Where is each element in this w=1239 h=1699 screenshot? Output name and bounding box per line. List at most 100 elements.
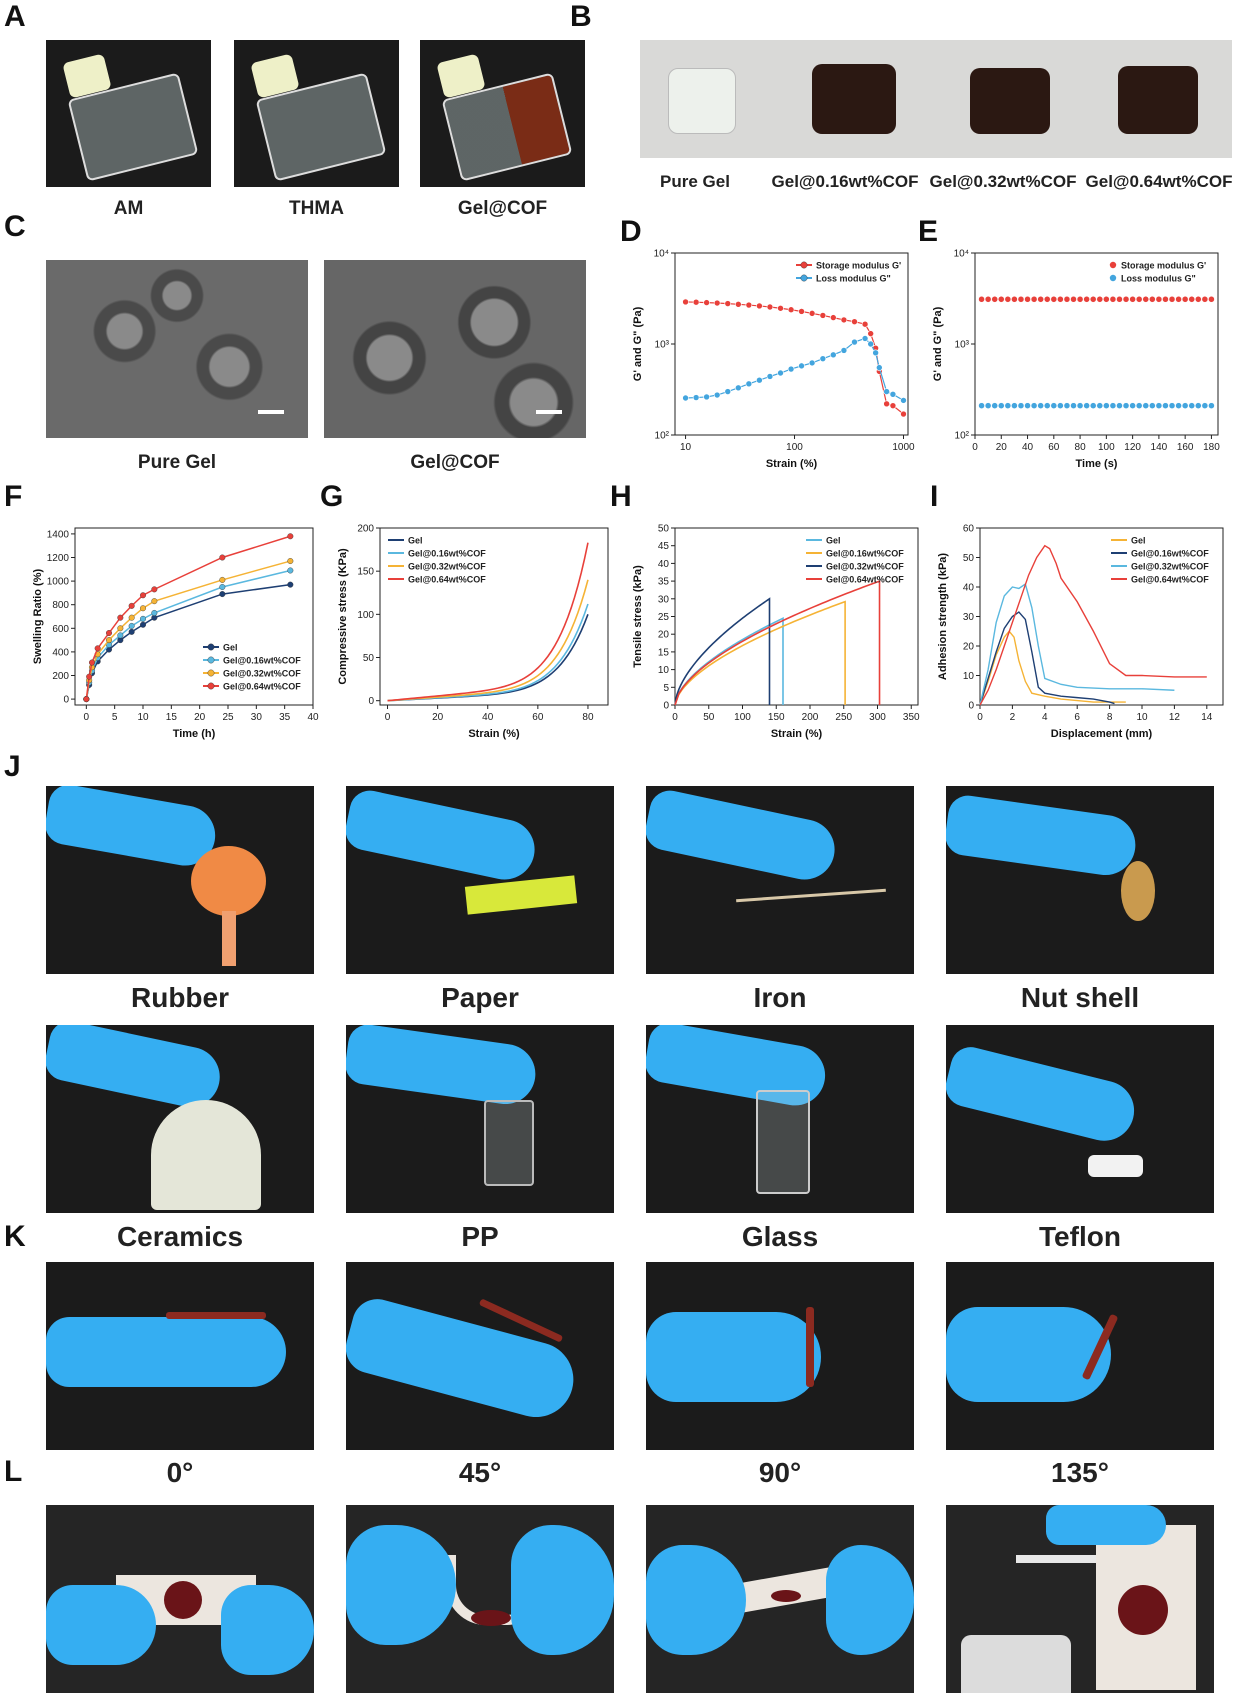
- x-tick-label: 20: [194, 712, 206, 723]
- legend-label: Gel: [223, 643, 238, 653]
- y-tick-label: 1400: [47, 529, 70, 540]
- gel-strip: [806, 1307, 814, 1387]
- data-point: [1195, 402, 1202, 409]
- data-point: [105, 637, 112, 644]
- glove: [346, 1025, 540, 1108]
- glove: [346, 786, 541, 886]
- y-tick-label: 45: [658, 541, 670, 552]
- photo-adhesion-paper: [346, 786, 614, 974]
- legend-label: Storage modulus G': [816, 261, 901, 271]
- data-point: [798, 308, 805, 315]
- y-tick-label: 800: [52, 600, 69, 611]
- wash-bottle-tube: [1016, 1555, 1096, 1563]
- x-tick-label: 350: [903, 712, 920, 723]
- data-point: [219, 554, 226, 561]
- chart-h-tensile: 0 50 100 150 200 250 300 350 0 5 10 15 20 25 30 35 40 45 5…: [632, 524, 920, 741]
- x-tick-label: 10: [137, 712, 149, 723]
- data-point: [998, 296, 1005, 303]
- data-point: [1149, 402, 1156, 409]
- x-tick-label: 10: [680, 442, 692, 453]
- legend-marker: [207, 682, 215, 690]
- data-point: [1135, 296, 1143, 303]
- legend-label: Gel: [826, 536, 841, 546]
- data-point: [713, 391, 721, 399]
- y-tick-label: 5: [663, 683, 669, 694]
- panel-label-a: A: [4, 0, 26, 33]
- data-point: [86, 673, 93, 680]
- y-tick-label: 40: [658, 559, 670, 570]
- caption-a-1: AM: [113, 198, 144, 219]
- data-point: [1011, 402, 1018, 409]
- data-point: [984, 296, 992, 303]
- gel-patch: [471, 1610, 511, 1626]
- caption-k-1: 0°: [166, 1457, 194, 1488]
- data-point: [1037, 402, 1044, 409]
- gel-patch: [771, 1590, 801, 1602]
- x-axis-label: Strain (%): [766, 458, 818, 470]
- glove: [646, 1312, 821, 1402]
- photo-finger-bend-90: [646, 1262, 914, 1450]
- y-axis-label: Swelling Ratio (%): [32, 568, 44, 664]
- x-axis-label: Strain (%): [468, 728, 520, 740]
- data-point: [287, 533, 294, 540]
- data-point: [128, 602, 135, 609]
- y-tick-label: 35: [658, 577, 670, 588]
- data-point: [117, 625, 124, 632]
- data-point: [128, 628, 135, 635]
- data-point: [724, 300, 732, 307]
- caption-j-2: Paper: [441, 982, 519, 1013]
- wash-bottle: [961, 1635, 1071, 1693]
- glove: [646, 786, 841, 886]
- data-point: [1076, 296, 1084, 303]
- y-tick-label: 600: [52, 624, 69, 635]
- x-tick-label: 100: [786, 442, 803, 453]
- y-tick-label: 50: [363, 653, 375, 664]
- y-tick-label: 10²: [955, 431, 970, 442]
- data-point: [1208, 402, 1215, 409]
- data-point: [745, 380, 753, 388]
- data-point: [889, 402, 897, 409]
- glove-left: [346, 1525, 456, 1645]
- y-tick-label: 10³: [655, 340, 670, 351]
- data-point: [1076, 402, 1084, 409]
- data-point: [1109, 402, 1117, 409]
- data-point: [1188, 296, 1195, 303]
- data-point: [867, 340, 874, 348]
- photo-finger-bend-45: [346, 1262, 614, 1450]
- panel-label-i: I: [930, 480, 939, 513]
- legend-label: Gel@0.64wt%COF: [826, 575, 904, 585]
- photo-adhesion-glass: [646, 1025, 914, 1213]
- panel-label-c: C: [4, 210, 26, 243]
- x-tick-label: 20: [996, 442, 1008, 453]
- photo-vial-am: [46, 40, 211, 187]
- x-tick-label: 12: [1169, 712, 1181, 723]
- chart-f-swelling: 0 5 10 15 20 25 30 35 40020040060080010001200140…: [32, 527, 319, 740]
- y-tick-label: 15: [658, 647, 670, 658]
- x-tick-label: 20: [432, 712, 444, 723]
- x-tick-label: 80: [582, 712, 594, 723]
- data-point: [139, 621, 146, 628]
- data-point: [1043, 402, 1051, 409]
- y-axis-label: G' and G" (Pa): [632, 306, 644, 381]
- data-point: [219, 591, 226, 598]
- legend-label: Gel@0.16wt%COF: [223, 656, 301, 666]
- gel-patch: [164, 1581, 202, 1619]
- data-point: [900, 410, 907, 418]
- legend-marker: [207, 643, 215, 651]
- x-tick-label: 0: [972, 442, 978, 453]
- y-tick-label: 25: [658, 612, 670, 623]
- data-point: [978, 296, 985, 303]
- data-point: [1083, 296, 1090, 303]
- data-point: [787, 365, 795, 373]
- data-point: [287, 558, 294, 565]
- data-point: [1070, 296, 1077, 303]
- x-tick-label: 80: [1075, 442, 1087, 453]
- data-point: [1129, 296, 1136, 303]
- photo-finger-bend-135: [946, 1262, 1214, 1450]
- data-point: [1083, 402, 1090, 409]
- legend-label: Gel@0.16wt%COF: [826, 549, 904, 559]
- data-point: [1096, 402, 1104, 409]
- x-tick-label: 40: [1022, 442, 1034, 453]
- series-line: [979, 544, 1207, 706]
- data-point: [830, 351, 837, 359]
